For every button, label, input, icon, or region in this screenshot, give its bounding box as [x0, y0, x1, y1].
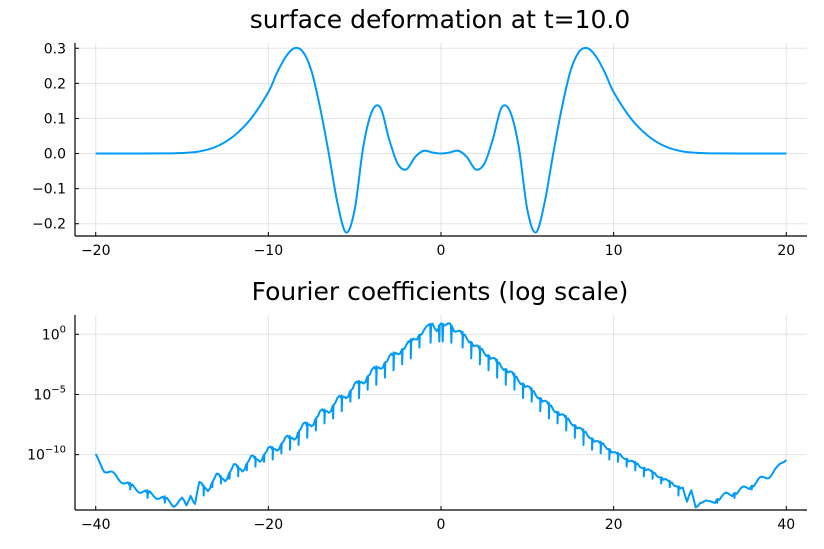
title-fourier-coefficients: Fourier coefficients (log scale)	[252, 277, 629, 306]
y-tick-label: 0.2	[44, 76, 66, 92]
x-tick-label: 40	[777, 517, 795, 533]
ticks-surface-deformation: −20 −10 0 10 20 −0.2 −0.1 0.0 0.1 0.2 0.3	[32, 41, 795, 259]
y-tick-label: 0.3	[44, 41, 66, 57]
series-line-surface-deformation	[95, 46, 787, 234]
x-tick-label: −20	[81, 243, 111, 259]
panel-fourier-coefficients: Fourier coefficients (log scale) −40 −20 0…	[27, 277, 807, 533]
panel-surface-deformation: surface deformation at t=10.0 −20 −10 0 10 2…	[32, 5, 807, 259]
x-tick-label: 0	[437, 517, 446, 533]
x-tick-label: 10	[605, 243, 623, 259]
y-tick-label: 10−5	[33, 384, 66, 403]
y-tick-label: 0.1	[44, 111, 66, 127]
grid-surface-deformation	[75, 43, 807, 236]
x-tick-label: 0	[437, 243, 446, 259]
x-tick-label: −10	[254, 243, 284, 259]
ticks-fourier-coefficients: −40 −20 0 20 40 100 10−5 10−10	[27, 324, 795, 533]
y-tick-label: 0.0	[44, 147, 66, 163]
x-tick-label: −40	[81, 517, 111, 533]
y-tick-label: −0.2	[32, 217, 66, 233]
y-tick-label: 100	[42, 324, 66, 343]
series-line-fourier-coefficients	[94, 322, 787, 509]
y-tick-label: −0.1	[32, 182, 66, 198]
title-surface-deformation: surface deformation at t=10.0	[250, 5, 631, 34]
y-tick-label: 10−10	[27, 445, 66, 464]
x-tick-label: 20	[777, 243, 795, 259]
x-tick-label: −20	[254, 517, 284, 533]
x-tick-label: 20	[605, 517, 623, 533]
grid-fourier-coefficients	[75, 315, 807, 510]
